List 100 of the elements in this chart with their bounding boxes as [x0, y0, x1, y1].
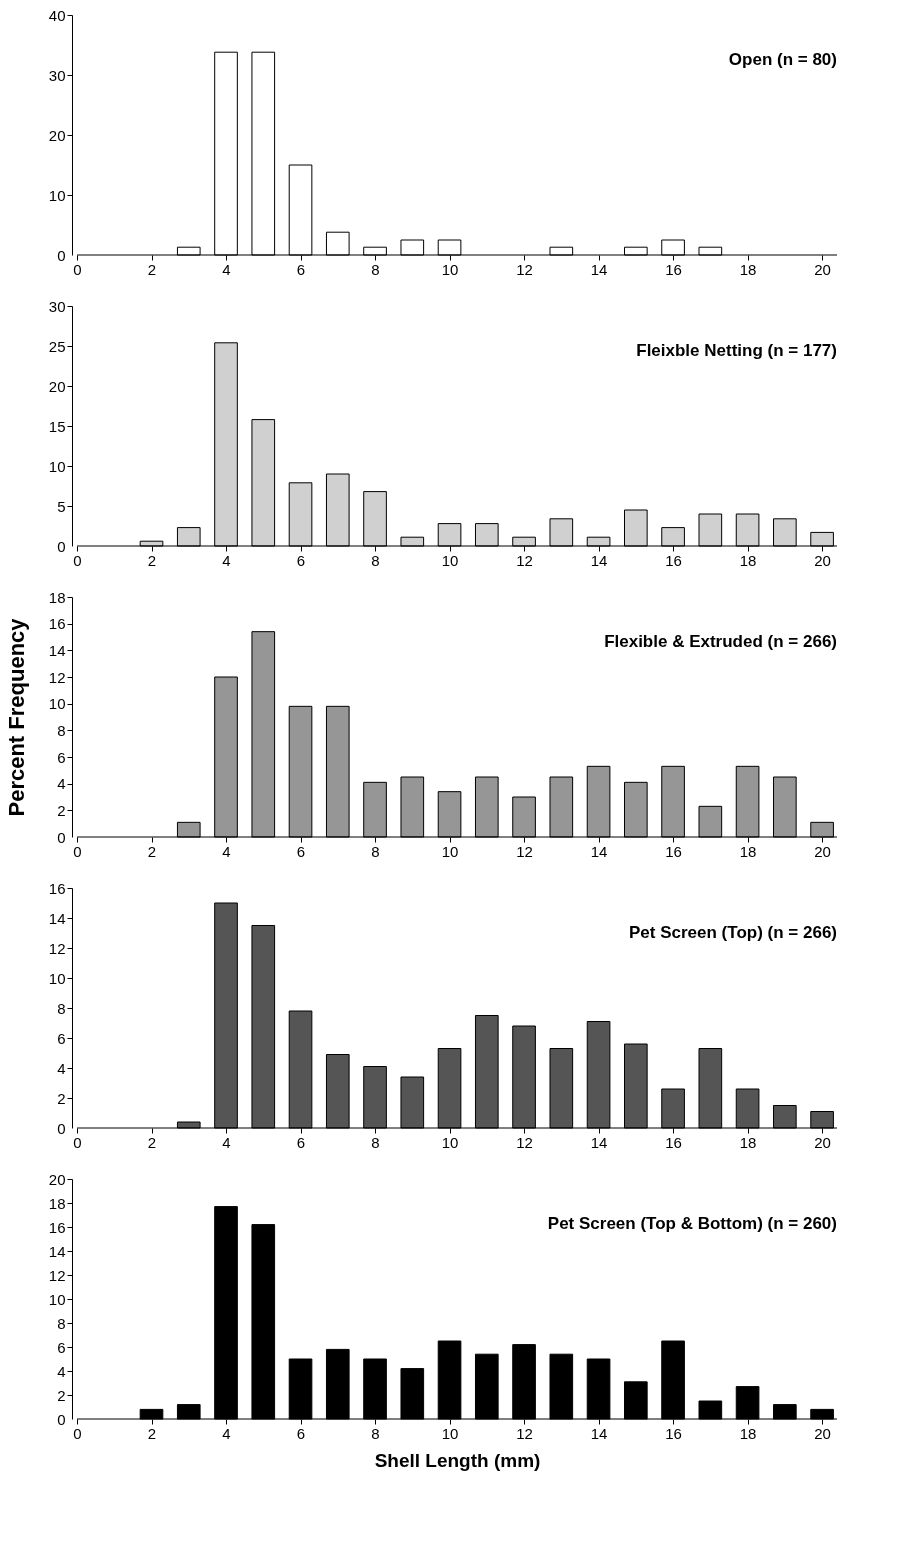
y-tick-label: 14	[48, 909, 66, 927]
y-tick-label: 5	[57, 497, 66, 515]
y-tick-label: 40	[48, 6, 66, 24]
y-tick-label: 8	[57, 999, 66, 1017]
x-tick-label: 20	[814, 260, 831, 278]
x-tick-label: 8	[371, 1133, 380, 1151]
y-tick-label: 4	[57, 775, 66, 793]
y-tick-label: 10	[48, 186, 66, 204]
y-tick-label: 10	[48, 969, 66, 987]
x-tick-label: 10	[441, 260, 459, 278]
x-tick-label: 6	[296, 1133, 306, 1151]
x-tick-label: 6	[296, 260, 306, 278]
x-tick-label: 14	[590, 1133, 608, 1151]
x-tick-label: 10	[441, 842, 459, 860]
x-tick-label: 2	[147, 260, 157, 278]
y-tick-label: 0	[57, 1119, 66, 1137]
x-tick-label: 18	[739, 1133, 757, 1151]
annotation: Pet Screen (Top & Bottom) (n = 260)	[547, 1214, 837, 1233]
x-tick-label: 6	[296, 1424, 306, 1442]
y-tick-label: 12	[48, 939, 66, 957]
x-tick-label: 4	[222, 1424, 231, 1442]
x-tick-label: 18	[739, 842, 757, 860]
x-tick-label: 18	[739, 260, 757, 278]
y-tick-label: 0	[57, 1410, 66, 1428]
y-tick-label: 16	[48, 615, 66, 633]
y-tick-label: 14	[48, 641, 66, 659]
x-tick-label: 6	[296, 842, 306, 860]
x-tick-label: 0	[73, 842, 82, 860]
x-tick-label: 16	[665, 551, 682, 569]
y-tick-label: 12	[48, 668, 66, 686]
x-tick-label: 12	[516, 1133, 533, 1151]
x-tick-label: 20	[814, 551, 831, 569]
y-tick-label: 16	[48, 879, 66, 897]
x-tick-label: 0	[73, 1133, 82, 1151]
x-tick-label: 18	[739, 1424, 757, 1442]
x-tick-label: 16	[665, 1133, 682, 1151]
x-tick-label: 10	[441, 1133, 459, 1151]
x-tick-label: 6	[296, 551, 306, 569]
y-tick-label: 14	[48, 1242, 66, 1260]
x-tick-label: 8	[371, 260, 380, 278]
x-tick-label: 8	[371, 842, 380, 860]
x-tick-label: 10	[441, 1424, 459, 1442]
x-tick-label: 14	[590, 260, 608, 278]
x-tick-label: 16	[665, 842, 682, 860]
annotation: Pet Screen (Top) (n = 266)	[629, 923, 837, 942]
x-axis-title: Shell Length (mm)	[374, 1449, 541, 1471]
y-tick-label: 0	[57, 828, 66, 846]
x-tick-label: 0	[73, 551, 82, 569]
annotation: Open (n = 80)	[728, 50, 837, 69]
y-tick-label: 2	[57, 1089, 66, 1107]
x-tick-label: 4	[222, 1133, 231, 1151]
x-tick-label: 14	[590, 551, 608, 569]
x-tick-label: 20	[814, 842, 831, 860]
y-tick-label: 6	[57, 1338, 66, 1356]
y-tick-label: 10	[48, 695, 66, 713]
x-tick-label: 2	[147, 842, 157, 860]
x-tick-label: 12	[516, 551, 533, 569]
x-tick-label: 18	[739, 551, 757, 569]
x-tick-label: 0	[73, 260, 82, 278]
x-tick-label: 10	[441, 551, 459, 569]
y-tick-label: 2	[57, 1386, 66, 1404]
x-tick-label: 14	[590, 842, 608, 860]
x-tick-label: 4	[222, 551, 231, 569]
x-tick-label: 8	[371, 1424, 380, 1442]
y-tick-label: 30	[48, 297, 66, 315]
x-tick-label: 0	[73, 1424, 82, 1442]
y-tick-label: 15	[48, 417, 66, 435]
x-tick-label: 4	[222, 842, 231, 860]
y-tick-label: 4	[57, 1362, 66, 1380]
x-tick-label: 8	[371, 551, 380, 569]
x-tick-label: 2	[147, 1133, 157, 1151]
x-tick-label: 14	[590, 1424, 608, 1442]
y-tick-label: 6	[57, 1029, 66, 1047]
y-tick-label: 20	[48, 126, 66, 144]
annotation: Flexible & Extruded (n = 266)	[604, 632, 837, 651]
x-tick-label: 20	[814, 1133, 831, 1151]
x-tick-label: 16	[665, 260, 682, 278]
y-tick-label: 12	[48, 1266, 66, 1284]
annotation: Fleixble Netting (n = 177)	[636, 341, 837, 360]
y-tick-label: 4	[57, 1059, 66, 1077]
y-tick-label: 8	[57, 1314, 66, 1332]
y-tick-label: 10	[48, 457, 66, 475]
x-tick-label: 20	[814, 1424, 831, 1442]
y-axis-title: Percent Frequency	[3, 617, 29, 817]
y-tick-label: 2	[57, 801, 66, 819]
y-tick-label: 25	[48, 337, 66, 355]
x-tick-label: 12	[516, 1424, 533, 1442]
x-tick-label: 2	[147, 551, 157, 569]
x-tick-label: 12	[516, 842, 533, 860]
y-tick-label: 18	[48, 1194, 66, 1212]
y-tick-label: 8	[57, 721, 66, 739]
y-tick-label: 0	[57, 537, 66, 555]
y-tick-label: 10	[48, 1290, 66, 1308]
y-tick-label: 20	[48, 377, 66, 395]
x-tick-label: 4	[222, 260, 231, 278]
x-tick-label: 2	[147, 1424, 157, 1442]
y-tick-label: 0	[57, 246, 66, 264]
x-tick-label: 12	[516, 260, 533, 278]
y-tick-label: 18	[48, 588, 66, 606]
y-tick-label: 6	[57, 748, 66, 766]
